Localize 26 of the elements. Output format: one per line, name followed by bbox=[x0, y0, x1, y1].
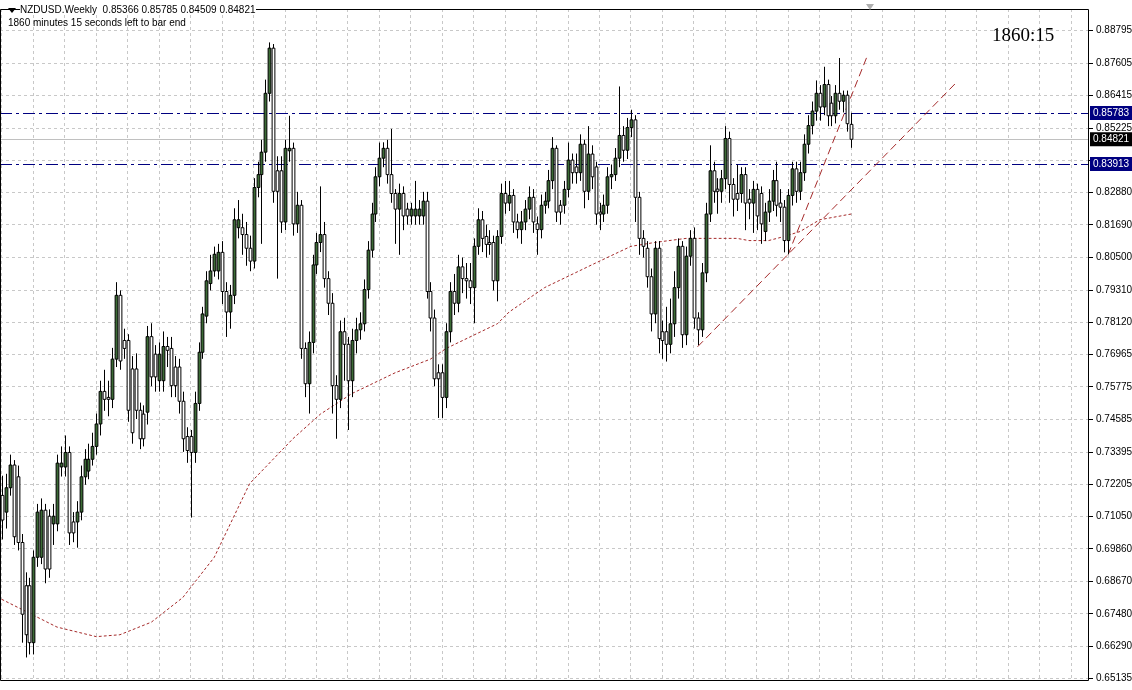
y-tick-label: 0.75775 bbox=[1096, 380, 1132, 392]
y-tick-label: 0.87605 bbox=[1096, 56, 1132, 68]
y-tick-label: 0.86415 bbox=[1096, 89, 1132, 101]
y-tick-label: 0.85225 bbox=[1096, 121, 1132, 133]
y-tick-label: 0.67480 bbox=[1096, 607, 1132, 619]
y-tick-label: 0.82880 bbox=[1096, 186, 1132, 198]
y-tick-label: 0.78120 bbox=[1096, 316, 1132, 328]
y-tick-label: 0.74585 bbox=[1096, 413, 1132, 425]
y-tick-label: 0.88795 bbox=[1096, 24, 1132, 36]
text: 1860 minutes 15 seconds left to bar end bbox=[8, 17, 186, 28]
y-tick-label: 0.69860 bbox=[1096, 542, 1132, 554]
y-tick-label: 0.68670 bbox=[1096, 575, 1132, 587]
y-tick-label: 0.65135 bbox=[1096, 671, 1132, 683]
ref-line-label: 0.85783 bbox=[1093, 106, 1130, 118]
y-tick-label: 0.81690 bbox=[1096, 218, 1132, 230]
y-tick-label: 0.66290 bbox=[1096, 640, 1132, 652]
annotation: 1860:15 bbox=[992, 24, 1055, 46]
y-tick-label: 0.73395 bbox=[1096, 445, 1132, 457]
chart-title: NZDUSD.Weekly 0.85366 0.85785 0.84509 0.84821 bbox=[20, 4, 256, 15]
y-tick-label: 0.79310 bbox=[1096, 283, 1132, 295]
y-tick-label: 0.71050 bbox=[1096, 509, 1132, 521]
ref-line-label: 0.83913 bbox=[1093, 157, 1130, 169]
y-tick-label: 0.76965 bbox=[1096, 348, 1132, 360]
ref-line-label: 0.84821 bbox=[1093, 133, 1130, 145]
y-tick-label: 0.72205 bbox=[1096, 478, 1132, 490]
y-tick-label: 0.80500 bbox=[1096, 251, 1132, 263]
